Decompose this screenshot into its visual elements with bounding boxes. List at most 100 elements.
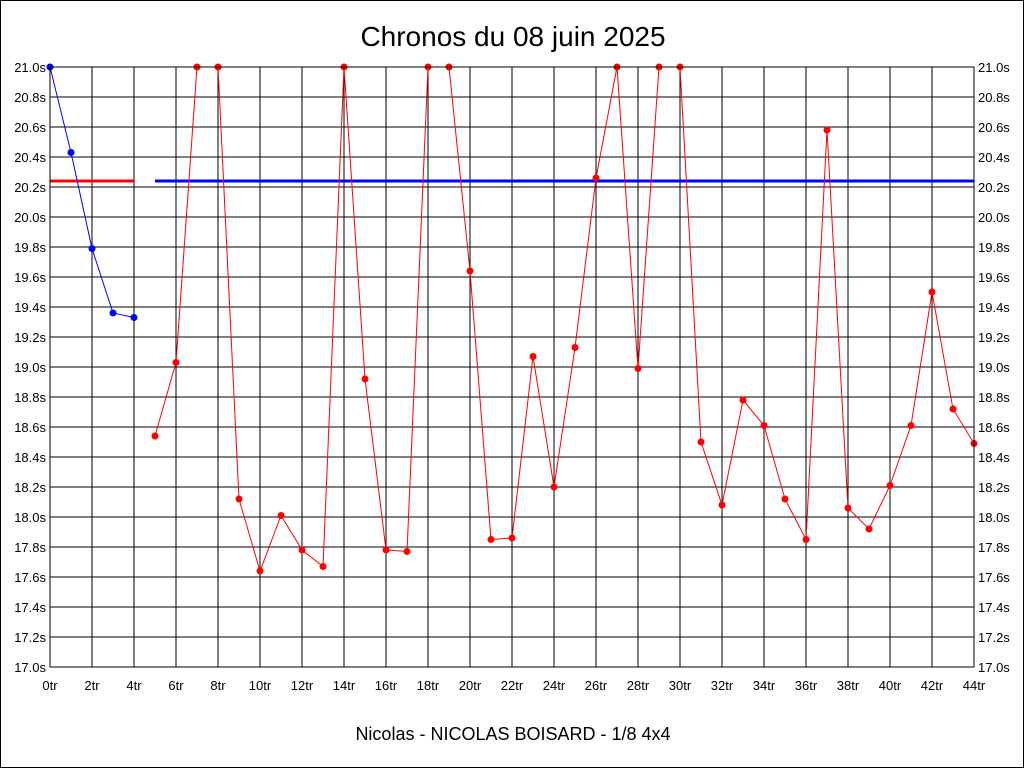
data-point: [403, 548, 411, 555]
data-point: [592, 174, 600, 182]
chart-title: Chronos du 08 juin 2025: [360, 21, 665, 52]
y-tick-label-right: 18.4s: [978, 450, 1010, 465]
x-tick-label: 14tr: [333, 678, 356, 693]
y-tick-label-left: 18.8s: [14, 390, 46, 405]
y-tick-label-right: 20.8s: [978, 90, 1010, 105]
data-point: [949, 405, 957, 413]
y-tick-label-left: 19.6s: [14, 270, 46, 285]
y-axis-left-labels: 17.0s 17.2s 17.4s 17.6s 17.8s 18.0s 18.2s 18.4s…: [14, 60, 46, 675]
y-tick-label-right: 20.0s: [978, 210, 1010, 225]
x-tick-label: 28tr: [627, 678, 650, 693]
y-tick-label-right: 20.6s: [978, 120, 1010, 135]
y-tick-label-left: 18.2s: [14, 480, 46, 495]
y-tick-label-right: 19.8s: [978, 240, 1010, 255]
chart-caption: Nicolas - NICOLAS BOISARD - 1/8 4x4: [355, 724, 670, 744]
x-tick-label: 8tr: [210, 678, 226, 693]
data-point: [235, 495, 243, 503]
plot-area-border: [49, 66, 975, 668]
x-tick-label: 38tr: [837, 678, 860, 693]
y-tick-label-right: 17.4s: [978, 600, 1010, 615]
data-point: [151, 432, 159, 440]
x-tick-label: 30tr: [669, 678, 692, 693]
data-point: [739, 396, 747, 404]
y-tick-label-right: 19.0s: [978, 360, 1010, 375]
x-tick-label: 0tr: [42, 678, 58, 693]
data-point: [634, 365, 642, 372]
y-tick-label-left: 18.4s: [14, 450, 46, 465]
y-tick-label-left: 17.8s: [14, 540, 46, 555]
y-tick-label-left: 17.6s: [14, 570, 46, 585]
y-tick-label-right: 18.0s: [978, 510, 1010, 525]
y-tick-label-right: 20.4s: [978, 150, 1010, 165]
y-tick-label-left: 19.2s: [14, 330, 46, 345]
data-point: [130, 314, 138, 321]
y-tick-label-right: 19.2s: [978, 330, 1010, 345]
x-tick-label: 4tr: [126, 678, 142, 693]
x-tick-label: 36tr: [795, 678, 818, 693]
data-point: [382, 546, 390, 554]
data-point: [760, 422, 768, 429]
data-point: [277, 512, 285, 519]
x-tick-label: 20tr: [459, 678, 482, 693]
x-tick-label: 10tr: [249, 678, 272, 693]
data-point: [907, 422, 915, 429]
data-point: [718, 501, 726, 509]
data-point: [529, 353, 537, 360]
y-tick-label-right: 21.0s: [978, 60, 1010, 75]
data-point: [550, 483, 558, 491]
data-point: [802, 536, 810, 543]
data-point: [298, 546, 306, 554]
y-tick-label-right: 17.0s: [978, 660, 1010, 675]
grid-lines: [49, 66, 975, 668]
x-tick-label: 2tr: [84, 678, 100, 693]
data-point: [487, 536, 495, 543]
x-tick-label: 44tr: [963, 678, 986, 693]
y-tick-label-left: 20.0s: [14, 210, 46, 225]
y-tick-label-right: 19.4s: [978, 300, 1010, 315]
y-tick-label-left: 17.2s: [14, 630, 46, 645]
series-line: [154, 66, 975, 573]
data-point: [109, 309, 117, 317]
x-tick-label: 26tr: [585, 678, 608, 693]
x-tick-label: 34tr: [753, 678, 776, 693]
data-point: [844, 504, 852, 512]
y-tick-label-left: 20.8s: [14, 90, 46, 105]
data-point: [571, 344, 579, 351]
x-tick-label: 42tr: [921, 678, 944, 693]
y-tick-label-right: 17.2s: [978, 630, 1010, 645]
data-point: [886, 482, 894, 489]
x-tick-label: 40tr: [879, 678, 902, 693]
y-tick-label-left: 21.0s: [14, 60, 46, 75]
y-tick-label-right: 17.8s: [978, 540, 1010, 555]
y-tick-label-right: 18.6s: [978, 420, 1010, 435]
data-point: [67, 149, 75, 156]
y-tick-label-left: 20.6s: [14, 120, 46, 135]
y-tick-label-right: 17.6s: [978, 570, 1010, 585]
x-tick-label: 18tr: [417, 678, 440, 693]
y-tick-label-right: 18.2s: [978, 480, 1010, 495]
y-tick-label-right: 18.8s: [978, 390, 1010, 405]
y-tick-label-left: 20.2s: [14, 180, 46, 195]
y-tick-label-left: 19.8s: [14, 240, 46, 255]
data-point: [865, 525, 873, 533]
y-axis-right-labels: 17.0s 17.2s 17.4s 17.6s 17.8s 18.0s 18.2s 18.4s…: [978, 60, 1010, 675]
y-tick-label-left: 20.4s: [14, 150, 46, 165]
data-point: [508, 534, 516, 542]
y-tick-label-left: 17.4s: [14, 600, 46, 615]
data-point: [319, 563, 327, 570]
y-tick-label-left: 19.0s: [14, 360, 46, 375]
data-point: [466, 267, 474, 275]
data-point: [697, 438, 705, 446]
data-point: [823, 126, 831, 134]
data-point: [781, 495, 789, 503]
x-tick-label: 6tr: [168, 678, 184, 693]
x-tick-label: 22tr: [501, 678, 524, 693]
y-tick-label-left: 19.4s: [14, 300, 46, 315]
x-tick-label: 32tr: [711, 678, 734, 693]
data-point: [928, 288, 936, 296]
data-point: [172, 359, 180, 366]
y-tick-label-left: 17.0s: [14, 660, 46, 675]
y-tick-label-right: 19.6s: [978, 270, 1010, 285]
